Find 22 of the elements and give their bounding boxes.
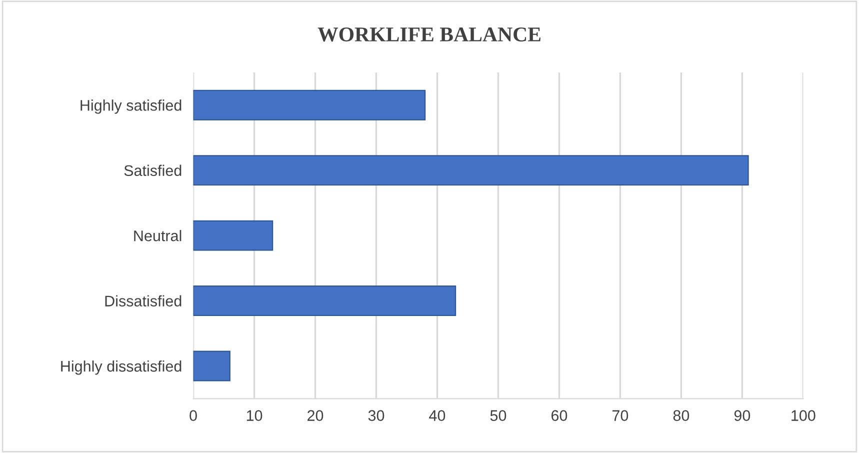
chart-title: WORKLIFE BALANCE <box>318 27 540 42</box>
x-tick-label: 20 <box>308 410 324 421</box>
bar <box>193 220 274 251</box>
x-tick-label: 70 <box>612 410 628 421</box>
x-tick-label: 10 <box>246 410 262 421</box>
y-tick-label: Satisfied <box>124 164 182 176</box>
y-tick-label: Neutral <box>134 230 182 242</box>
x-tick-label: 30 <box>368 410 384 421</box>
y-tick-label: Highly dissatisfied <box>61 360 182 375</box>
x-tick-label: 0 <box>190 410 197 421</box>
x-tick-label: 40 <box>429 410 446 421</box>
bar <box>193 90 426 120</box>
x-tick-label: 100 <box>792 410 816 421</box>
bar <box>193 350 230 382</box>
x-tick-label: 60 <box>551 410 568 421</box>
bar <box>193 286 456 316</box>
y-tick-label: Highly satisfied <box>80 100 182 114</box>
bar <box>193 155 749 186</box>
y-tick-label: Dissatisfied <box>105 295 182 306</box>
x-tick-label: 80 <box>673 410 690 421</box>
x-tick-label: 50 <box>490 410 506 421</box>
x-tick-label: 90 <box>734 410 750 421</box>
